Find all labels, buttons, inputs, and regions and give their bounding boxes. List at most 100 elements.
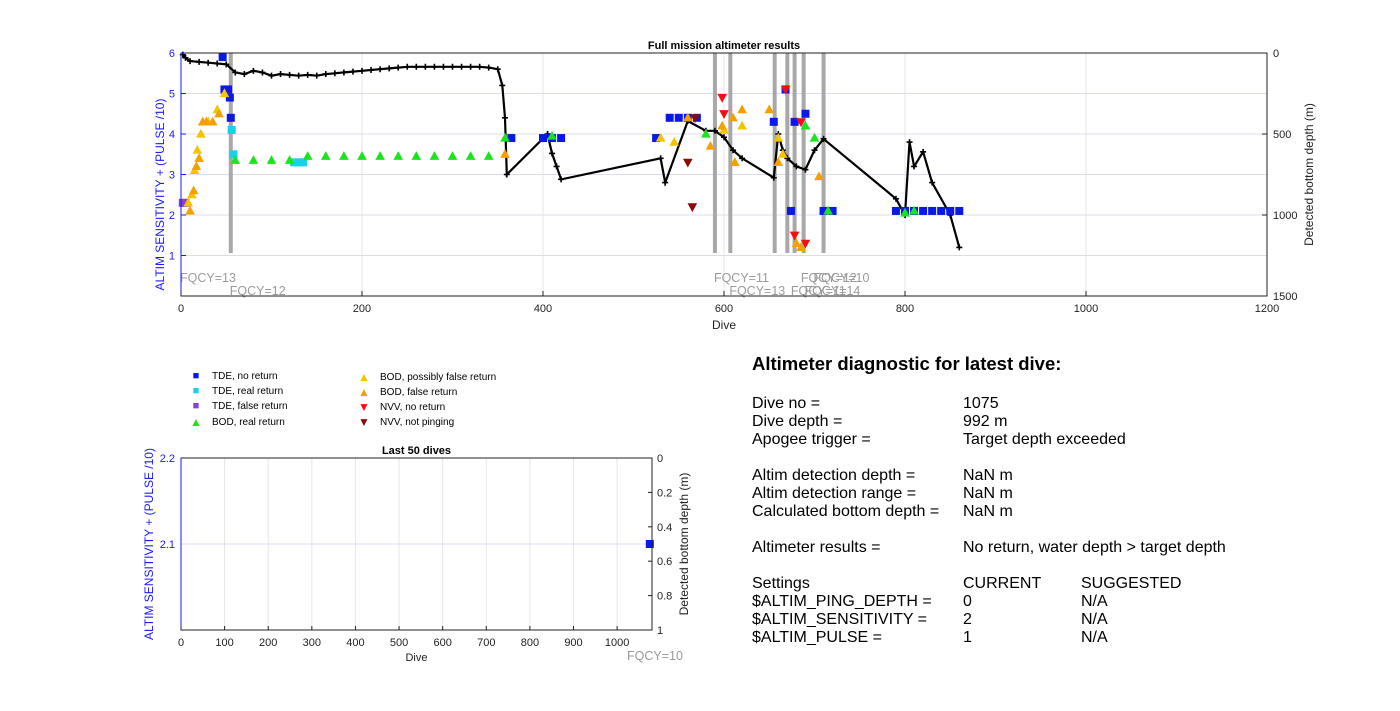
data-point	[955, 206, 964, 215]
x-tick-label: 800	[896, 303, 914, 315]
depth-point	[711, 127, 718, 134]
data-point	[645, 540, 654, 548]
depth-point	[331, 70, 338, 77]
data-point	[683, 158, 693, 168]
data-point	[891, 206, 900, 215]
data-point	[791, 238, 802, 247]
data-point	[185, 205, 195, 215]
depth-point	[956, 244, 963, 251]
depth-point	[368, 67, 375, 74]
apogee-label: Apogee trigger =	[752, 431, 871, 448]
legend-label: NVV, not pinging	[380, 416, 455, 428]
data-point	[819, 206, 828, 215]
setting-row: $ALTIM_SENSITIVITY = 2 N/A	[752, 611, 1372, 629]
depth-point	[485, 64, 492, 71]
data-point	[248, 155, 259, 164]
depth-point	[721, 134, 727, 141]
legend-label: TDE, false return	[212, 400, 288, 412]
depth-point	[232, 69, 239, 76]
x-tick-label: 500	[390, 637, 408, 649]
depth-point	[458, 63, 465, 70]
data-point	[375, 151, 385, 160]
depth-point	[920, 148, 927, 155]
data-point	[669, 136, 680, 146]
depth-point	[784, 155, 791, 162]
y-tick-label: 2.2	[160, 453, 175, 465]
depth-point	[422, 63, 429, 70]
setting-suggested: N/A	[1081, 611, 1108, 628]
y2-tick-label: 0.8	[657, 591, 672, 603]
square-icon: ■	[192, 370, 200, 382]
setting-row: $ALTIM_PULSE = 1 N/A	[752, 629, 1372, 647]
main-chart: FQCY=13FQCY=12FQCY=11FQCY=13FQCY=12FQCY=…	[153, 40, 1316, 332]
data-point	[652, 134, 661, 143]
data-point	[717, 93, 727, 103]
data-point	[539, 134, 547, 143]
fqcy-label: FQCY=12	[801, 271, 857, 285]
fqcy-label: FQCY=13	[729, 284, 785, 298]
triangle-down-icon: ▼	[358, 400, 370, 414]
fqcy-line	[801, 53, 806, 253]
fqcy-label: FQCY=11	[714, 271, 769, 285]
altimeter-results-value: No return, water depth > target depth	[963, 539, 1226, 556]
data-point	[737, 104, 747, 114]
dive-depth-label: Dive depth =	[752, 413, 843, 430]
recent-chart: 0 100 200 300 400 500 600 700 800 900 1000 2.1 2.2 0 0…	[142, 445, 691, 664]
data-point	[284, 155, 295, 164]
chart-title: Full mission altimeter results	[648, 40, 800, 52]
depth-point	[476, 63, 483, 70]
x-tick-label: 200	[259, 637, 277, 649]
depth-point	[386, 65, 393, 72]
data-point	[219, 88, 230, 98]
data-point	[796, 242, 806, 251]
data-point	[778, 149, 788, 158]
depth-point	[223, 61, 230, 68]
legend: ■ TDE, no return ■ TDE, real return ■ TDE, fa…	[180, 370, 560, 440]
setting-suggested: N/A	[1081, 593, 1108, 610]
chart-title: Last 50 dives	[382, 445, 451, 457]
x-axis-label: Dive	[405, 652, 427, 664]
depth-point	[820, 135, 827, 142]
depth-point	[404, 63, 411, 70]
y-tick-label: 1	[169, 251, 175, 263]
dive-depth-row: Dive depth = 992 m	[752, 413, 1372, 431]
depth-point	[553, 163, 560, 170]
data-point	[302, 151, 313, 160]
data-point	[500, 132, 510, 142]
data-point	[809, 132, 820, 142]
legend-item: ▲ BOD, false return	[356, 385, 457, 399]
x-tick-label: 400	[534, 303, 552, 315]
data-point	[780, 85, 791, 95]
data-point	[919, 206, 928, 215]
data-point	[225, 93, 234, 102]
data-point	[717, 120, 727, 130]
x-tick-label: 0	[178, 637, 184, 649]
depth-point	[501, 114, 508, 121]
data-point	[294, 158, 303, 167]
depth-point	[413, 63, 420, 70]
y-tick-label: 2.1	[160, 539, 175, 551]
data-point	[909, 205, 919, 215]
data-point	[786, 206, 795, 215]
data-point	[339, 151, 349, 160]
data-point	[946, 206, 955, 215]
setting-suggested: N/A	[1081, 629, 1108, 646]
apogee-row: Apogee trigger = Target depth exceeded	[752, 431, 1372, 449]
depth-point	[359, 67, 365, 74]
depth-point	[440, 63, 447, 70]
data-point	[705, 140, 716, 150]
y2-tick-label: 1000	[1273, 210, 1297, 222]
depth-point	[911, 163, 918, 170]
depth-point	[730, 147, 737, 154]
data-point	[393, 151, 403, 160]
data-point	[465, 151, 476, 160]
depth-point	[241, 71, 248, 78]
settings-label: Settings	[752, 575, 810, 592]
diagnostic-panel: Altimeter diagnostic for latest dive: Di…	[752, 354, 1372, 647]
depth-point	[662, 179, 669, 186]
y-tick-label: 6	[169, 48, 175, 60]
legend-item: ▲ BOD, possibly false return	[356, 370, 496, 384]
data-point	[789, 231, 800, 241]
data-point	[655, 132, 666, 142]
x-tick-label: 400	[346, 637, 364, 649]
